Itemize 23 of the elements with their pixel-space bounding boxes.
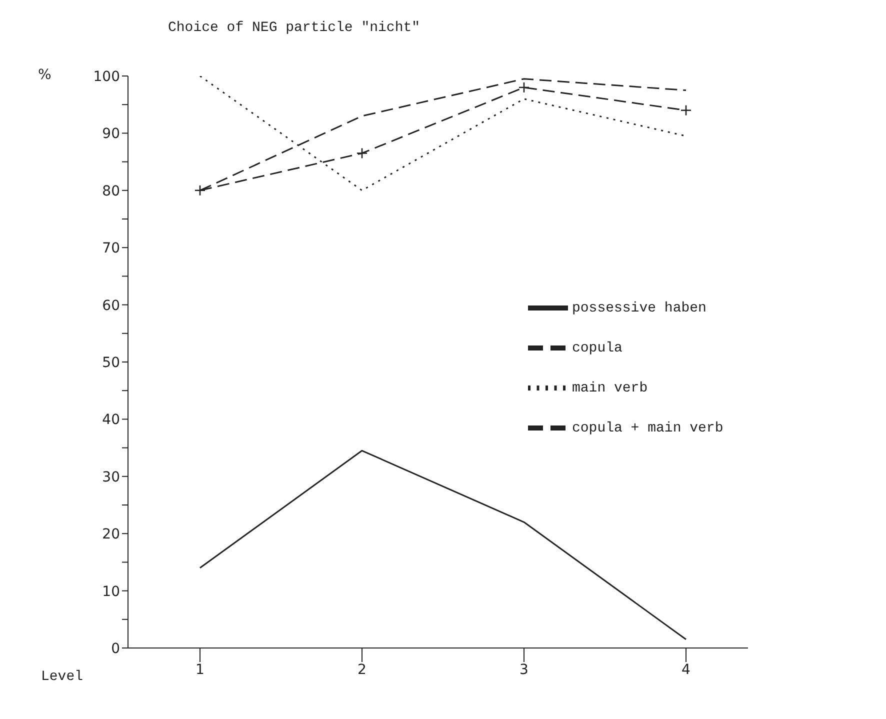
y-tick-label: 0 <box>111 640 120 657</box>
legend-label: main verb <box>572 380 648 397</box>
legend-label: copula <box>572 340 622 357</box>
x-tick-label: 3 <box>520 662 528 678</box>
y-axis-title: % <box>38 66 52 83</box>
y-tick-label: 40 <box>102 412 120 428</box>
x-tick-label: 2 <box>358 662 366 678</box>
y-tick-label: 100 <box>93 68 120 85</box>
chart-title: Choice of NEG particle "nicht" <box>168 20 420 36</box>
x-tick-label: 4 <box>682 662 691 678</box>
x-tick-label: 1 <box>196 662 204 678</box>
y-tick-label: 70 <box>102 240 120 257</box>
y-tick-label: 50 <box>102 354 120 371</box>
y-tick-label: 10 <box>102 584 120 600</box>
legend-label: copula + main verb <box>572 420 724 437</box>
y-tick-label: 20 <box>102 526 120 543</box>
y-tick-label: 30 <box>102 469 120 486</box>
line-series <box>199 450 687 640</box>
y-tick-label: 90 <box>102 126 120 142</box>
legend-label: possessive haben <box>572 300 706 317</box>
x-axis-title: Level <box>41 669 84 685</box>
y-tick-label: 60 <box>102 298 120 314</box>
y-tick-label: 80 <box>102 183 120 200</box>
